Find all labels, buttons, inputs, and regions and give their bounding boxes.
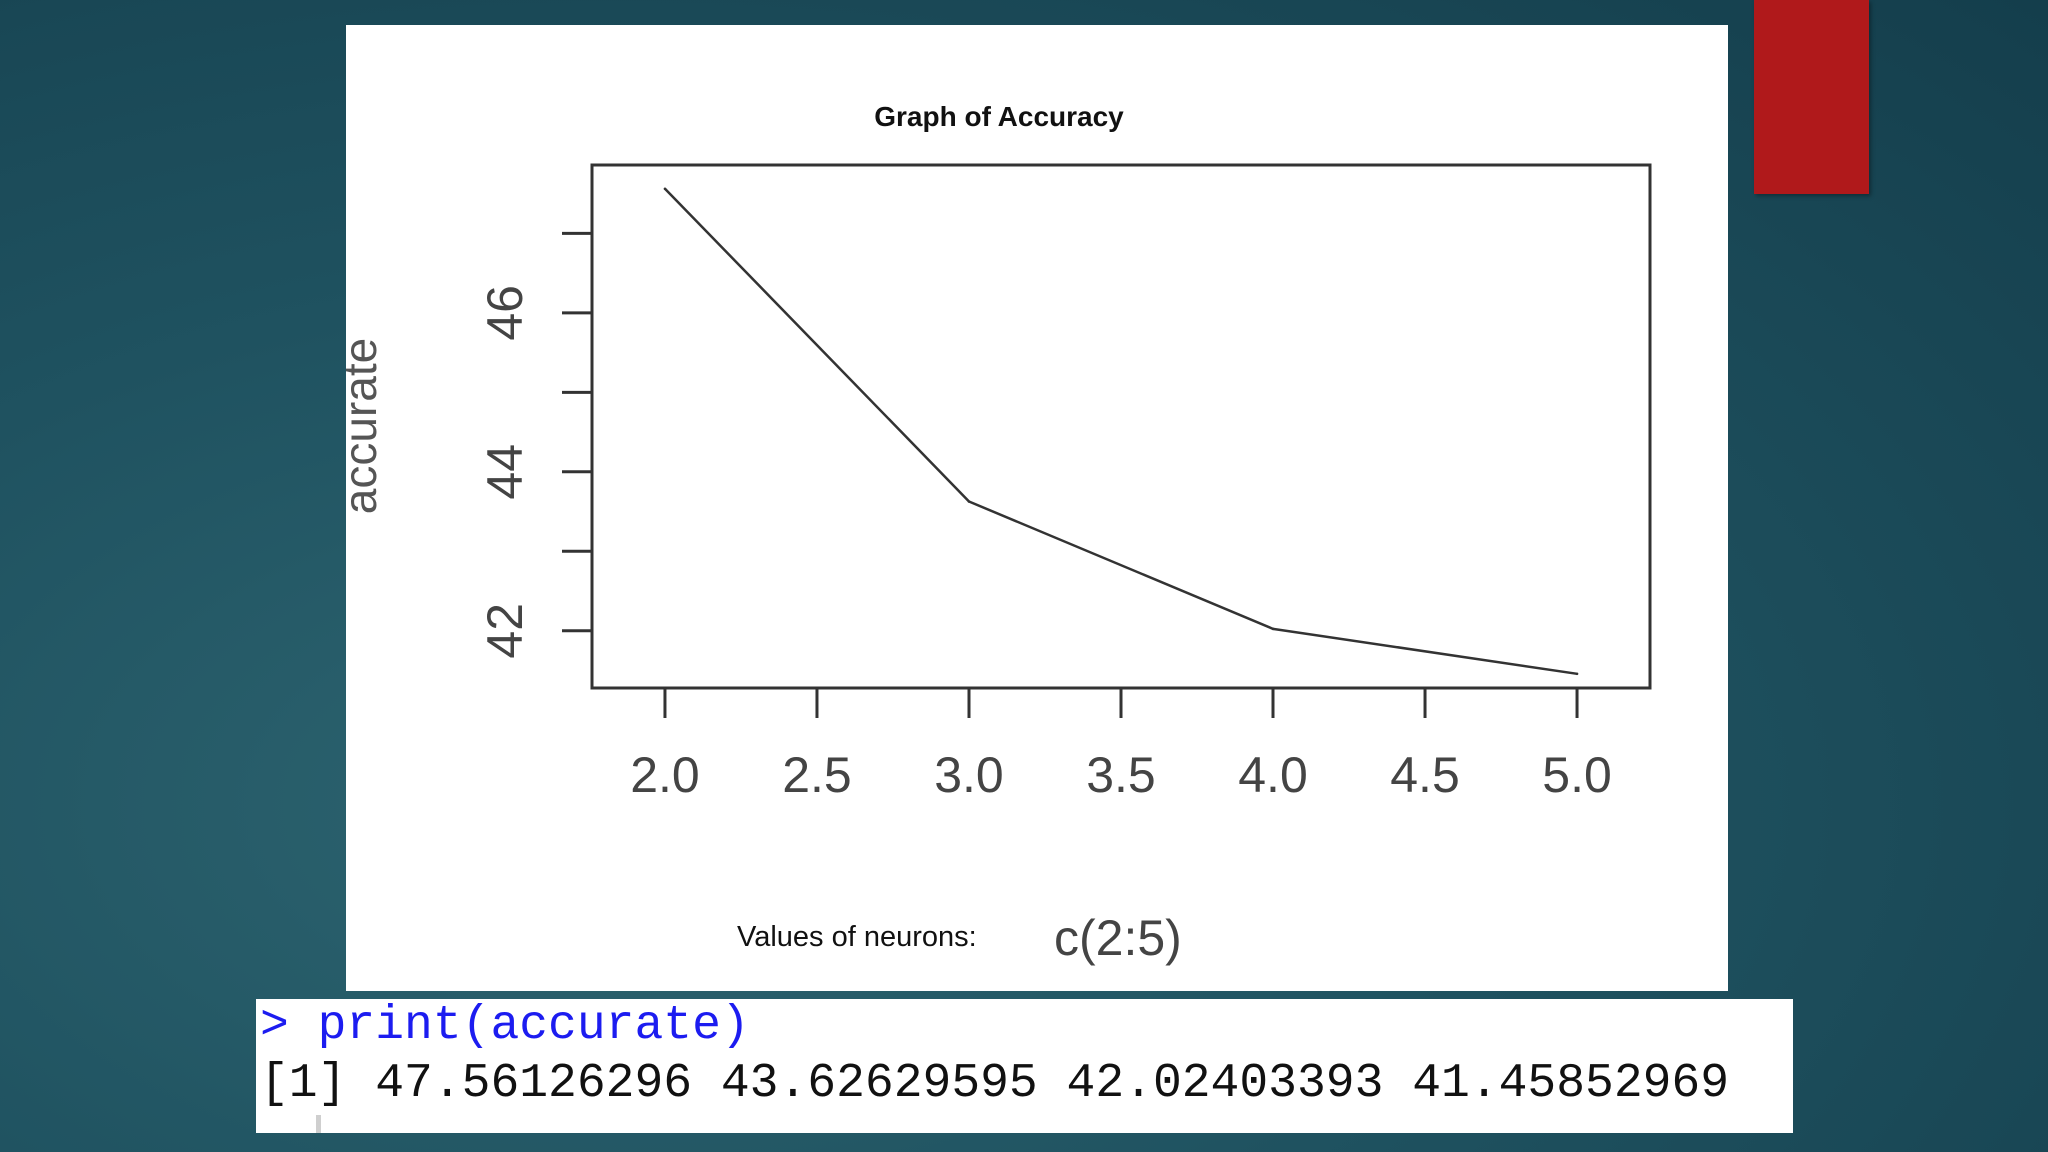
y-tick-label: 46	[477, 285, 533, 341]
x-tick-label: 2.0	[630, 747, 700, 803]
console-cursor	[316, 1115, 321, 1133]
neurons-caption-label: Values of neurons:	[737, 921, 977, 953]
x-tick-label: 3.5	[1086, 747, 1156, 803]
console-result: [1] 47.56126296 43.62629595 42.02403393 …	[260, 1057, 1730, 1111]
x-tick-label: 5.0	[1542, 747, 1612, 803]
data-point	[1271, 627, 1275, 631]
x-tick-label: 4.5	[1390, 747, 1460, 803]
r-console-output: > print(accurate) [1] 47.56126296 43.626…	[256, 999, 1793, 1133]
data-point	[967, 500, 971, 503]
y-tick-label: 44	[477, 444, 533, 500]
data-point	[1575, 672, 1579, 676]
chart-title: Graph of Accuracy	[874, 101, 1124, 132]
y-axis-label: accurate	[346, 338, 386, 514]
x-axis-expression: c(2:5)	[1054, 910, 1182, 966]
plot-panel: Graph of Accuracy 2.0 2.5 3.0 3.5 4.0 4.5 5.0 4…	[346, 25, 1728, 991]
x-tick-label: 2.5	[782, 747, 852, 803]
data-point	[663, 187, 667, 191]
console-command: > print(accurate)	[260, 999, 750, 1053]
y-tick-label: 42	[477, 603, 533, 659]
plot-frame	[590, 163, 1652, 690]
x-tick-label: 3.0	[934, 747, 1004, 803]
line-chart: 2.0 2.5 3.0 3.5 4.0 4.5 5.0 42 44 46 accurate	[346, 163, 1652, 803]
x-tick-label: 4.0	[1238, 747, 1308, 803]
accent-block	[1754, 0, 1869, 194]
series-line	[664, 187, 1578, 676]
